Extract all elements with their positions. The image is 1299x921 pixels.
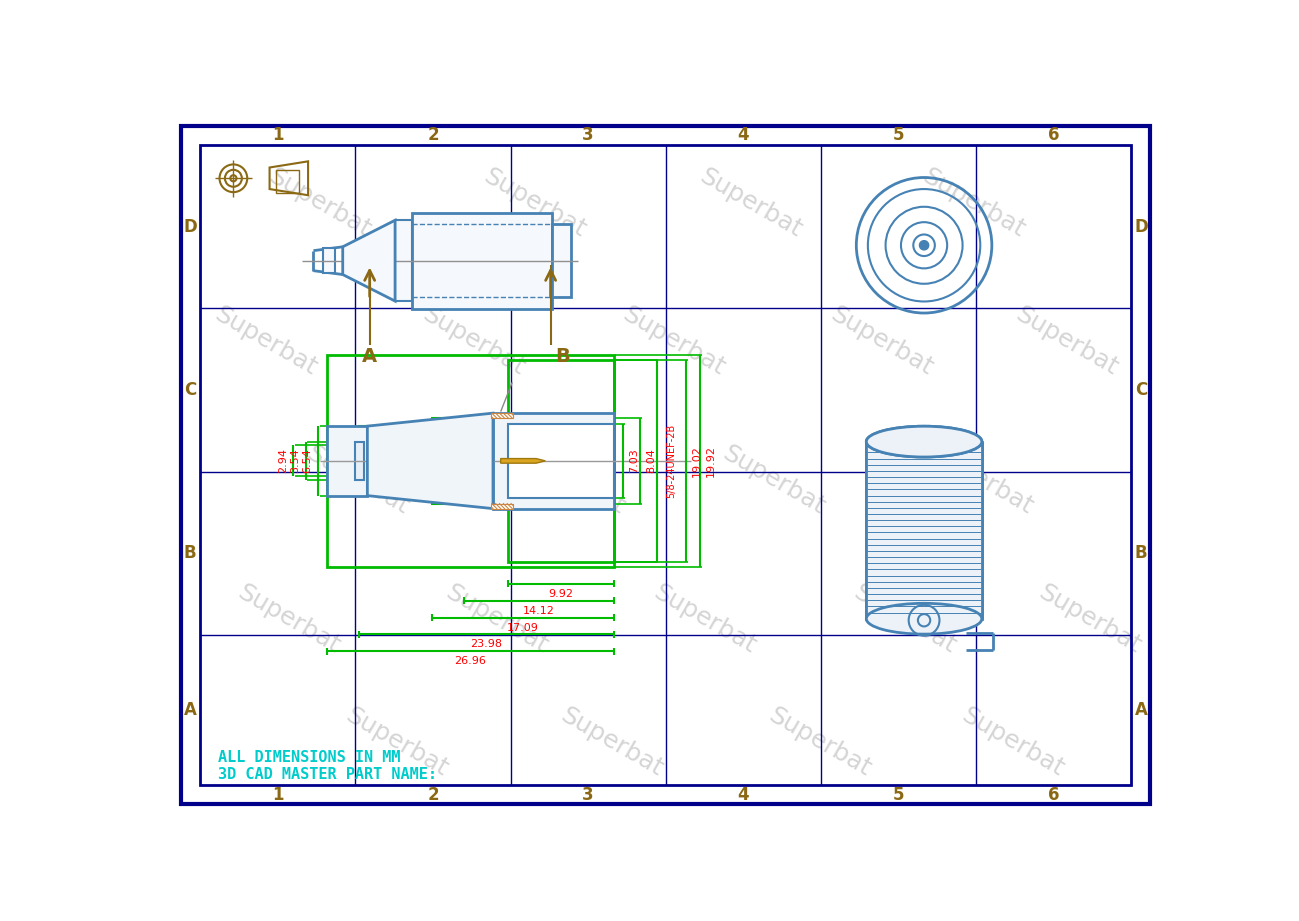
Text: Superbat: Superbat (926, 441, 1038, 519)
Text: Superbat: Superbat (557, 703, 668, 781)
Text: 5: 5 (892, 126, 904, 145)
Text: 8.04: 8.04 (646, 449, 656, 473)
Text: 3: 3 (582, 126, 594, 145)
Text: 7.03: 7.03 (629, 449, 639, 473)
Ellipse shape (866, 426, 982, 457)
Bar (412, 213, 552, 309)
Text: Superbat: Superbat (765, 703, 876, 781)
Text: Superbat: Superbat (303, 441, 413, 519)
Text: Superbat: Superbat (826, 303, 937, 380)
Text: 26.96: 26.96 (455, 657, 487, 667)
Text: ALL DIMENSIONS IN MM: ALL DIMENSIONS IN MM (218, 750, 400, 764)
Bar (495, 504, 514, 508)
Text: Superbat: Superbat (442, 579, 552, 658)
Text: Superbat: Superbat (1011, 303, 1122, 380)
Text: Superbat: Superbat (850, 579, 960, 658)
Text: Superbat: Superbat (918, 164, 1030, 242)
Text: 2: 2 (427, 126, 439, 145)
Text: 23.98: 23.98 (470, 639, 503, 649)
Text: B: B (1135, 544, 1147, 562)
Bar (508, 360, 614, 562)
Text: B: B (555, 347, 569, 367)
Text: 4: 4 (738, 786, 750, 804)
Text: 5/8-24UNEF-2B: 5/8-24UNEF-2B (666, 424, 675, 498)
Bar (323, 249, 335, 273)
Text: Superbat: Superbat (479, 164, 591, 242)
Text: 19.02: 19.02 (692, 445, 701, 477)
Bar (327, 355, 614, 566)
Text: Superbat: Superbat (1034, 579, 1146, 658)
Text: D: D (183, 217, 197, 236)
Text: A: A (184, 701, 196, 719)
Text: 2.94: 2.94 (278, 449, 287, 473)
Text: Superbat: Superbat (418, 303, 529, 380)
Text: 3.54: 3.54 (290, 449, 300, 473)
Text: Superbat: Superbat (234, 579, 344, 658)
Text: Superbat: Superbat (518, 441, 629, 519)
Text: Superbat: Superbat (718, 441, 829, 519)
Ellipse shape (866, 603, 982, 635)
Text: 5: 5 (892, 786, 904, 804)
Text: Superbat: Superbat (957, 703, 1068, 781)
Text: 17.09: 17.09 (507, 623, 539, 633)
Polygon shape (500, 459, 546, 463)
Bar (494, 414, 614, 508)
Bar (433, 418, 614, 504)
Text: 3: 3 (582, 786, 594, 804)
Text: Superbat: Superbat (618, 303, 729, 380)
Text: 6.54: 6.54 (303, 449, 312, 473)
Bar (552, 224, 572, 297)
Text: 19.92: 19.92 (705, 445, 716, 477)
Bar (355, 442, 364, 480)
Text: A: A (362, 347, 377, 367)
Bar (275, 169, 299, 192)
Text: 14.12: 14.12 (522, 606, 555, 615)
Text: 1: 1 (271, 786, 283, 804)
Bar (359, 426, 614, 495)
Text: 6: 6 (1048, 126, 1060, 145)
Text: 9.92: 9.92 (548, 589, 574, 599)
Text: 4: 4 (738, 126, 750, 145)
Text: Superbat: Superbat (650, 579, 760, 658)
Text: 1: 1 (271, 126, 283, 145)
Text: Superbat: Superbat (342, 703, 452, 781)
Bar (508, 424, 614, 498)
Text: Superbat: Superbat (695, 164, 807, 242)
Bar (491, 414, 513, 418)
Circle shape (920, 240, 929, 250)
Text: 6: 6 (1048, 786, 1060, 804)
Bar (395, 220, 412, 301)
Polygon shape (343, 220, 395, 301)
Text: A: A (1135, 701, 1147, 719)
Bar (866, 442, 982, 619)
Polygon shape (368, 414, 494, 508)
Text: D: D (1134, 217, 1148, 236)
Text: C: C (184, 381, 196, 399)
Text: Superbat: Superbat (210, 303, 321, 380)
Text: C: C (1135, 381, 1147, 399)
Bar (495, 414, 514, 418)
Bar (327, 426, 368, 495)
Text: 3D CAD MASTER PART NAME:: 3D CAD MASTER PART NAME: (218, 767, 436, 782)
Text: 2: 2 (427, 786, 439, 804)
Bar (491, 504, 513, 508)
Text: B: B (184, 544, 196, 562)
Text: Superbat: Superbat (264, 164, 375, 242)
Ellipse shape (866, 426, 982, 457)
Bar (464, 418, 614, 504)
